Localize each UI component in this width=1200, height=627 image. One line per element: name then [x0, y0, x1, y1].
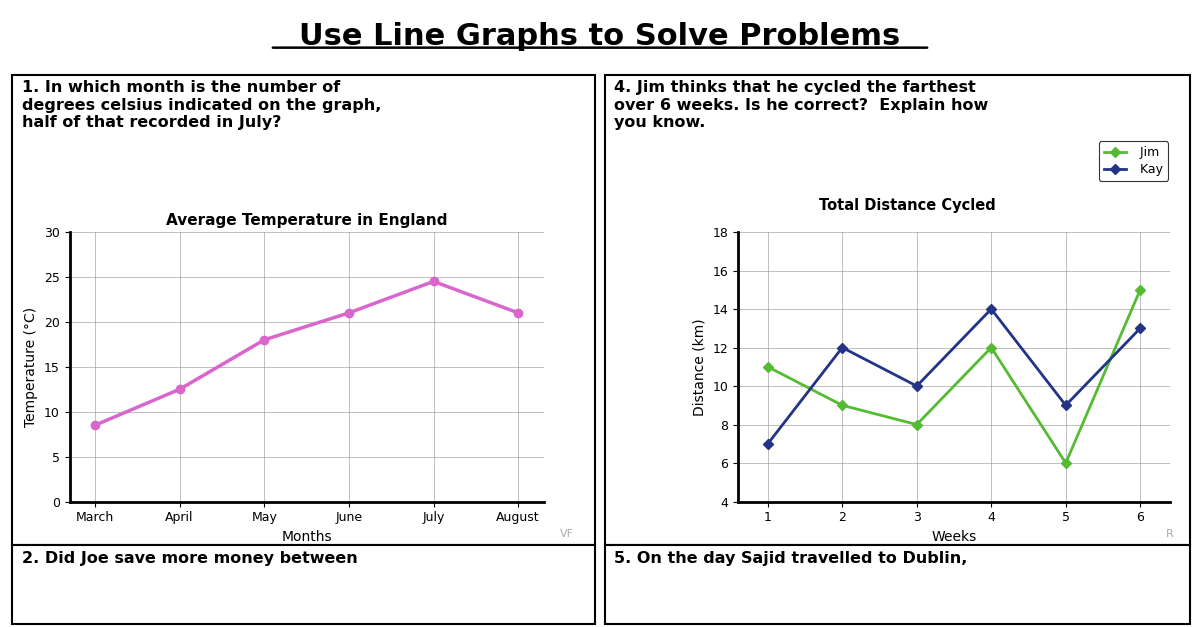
Line: Kay: Kay — [764, 305, 1144, 447]
Kay — [910, 382, 924, 390]
Bar — [12, 75, 595, 545]
X-axis label: Months: Months — [281, 530, 332, 544]
Text: Total Distance Cycled: Total Distance Cycled — [820, 198, 996, 213]
Bar — [605, 75, 1190, 545]
Kay — [1133, 325, 1147, 332]
Jim — [910, 421, 924, 428]
Title: Average Temperature in England: Average Temperature in England — [166, 213, 448, 228]
Kay — [835, 344, 850, 351]
Text: 1. In which month is the number of
degrees celsius indicated on the graph,
half : 1. In which month is the number of degre… — [22, 80, 380, 130]
Jim — [984, 344, 998, 351]
Jim — [835, 401, 850, 409]
Y-axis label: Temperature (°C): Temperature (°C) — [24, 307, 38, 427]
Jim — [1133, 286, 1147, 293]
X-axis label: Weeks: Weeks — [931, 530, 977, 544]
Bar — [605, 545, 1190, 624]
Text: 4. Jim thinks that he cycled the farthest
over 6 weeks. Is he correct?  Explain : 4. Jim thinks that he cycled the farthes… — [614, 80, 989, 130]
Line: Jim: Jim — [764, 287, 1144, 466]
Jim — [1058, 460, 1073, 467]
Kay — [761, 440, 775, 448]
Text: R: R — [1166, 529, 1174, 539]
Bar — [12, 545, 595, 624]
Kay — [984, 305, 998, 313]
Text: Use Line Graphs to Solve Problems: Use Line Graphs to Solve Problems — [299, 22, 901, 51]
Kay — [1058, 401, 1073, 409]
Text: VF: VF — [559, 529, 574, 539]
Text: 2. Did Joe save more money between: 2. Did Joe save more money between — [22, 551, 358, 566]
Legend:  Jim,  Kay: Jim, Kay — [1098, 141, 1168, 181]
Y-axis label: Distance (km): Distance (km) — [692, 318, 707, 416]
Text: 5. On the day Sajid travelled to Dublin,: 5. On the day Sajid travelled to Dublin, — [614, 551, 967, 566]
Jim — [761, 363, 775, 371]
